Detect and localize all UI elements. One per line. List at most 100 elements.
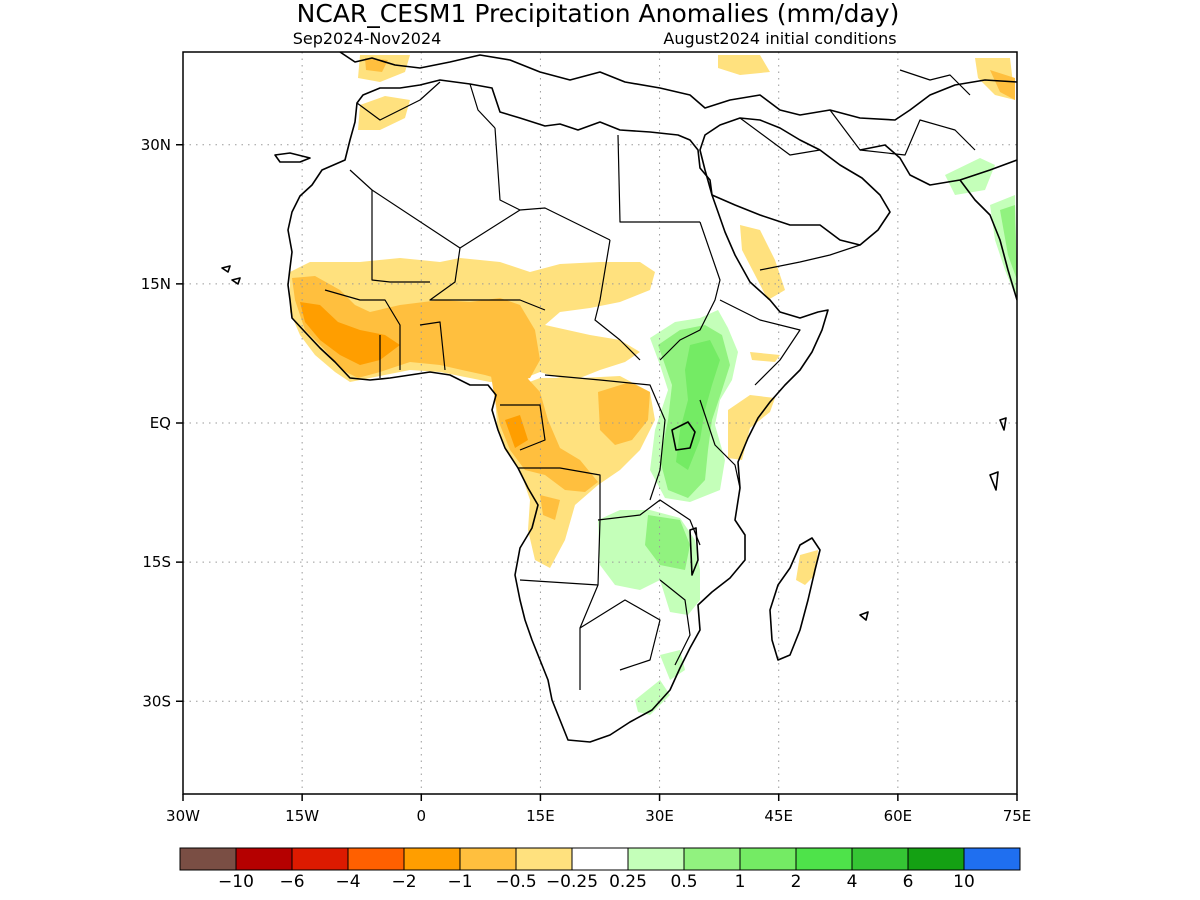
longitude-tick-label: 30W [166,807,200,825]
colorbar-swatch [347,847,405,871]
colorbar-label: −10 [218,872,254,892]
colorbar-swatch [851,847,909,871]
longitude-axis: 30W 15W 0 15E 30E 45E 60E 75E [166,794,1031,825]
colorbar-label: 4 [847,872,858,892]
island-mascarene [859,611,869,621]
border-chad [594,239,641,361]
colorbar-label: 10 [953,872,975,892]
sri-lanka-coastline [999,417,1007,431]
initial-conditions: August2024 initial conditions [663,29,896,48]
lake-victoria [671,421,696,451]
border-tunisia-libya [469,83,496,129]
latitude-tick-label: 15S [142,553,171,571]
border-west-africa-1 [324,289,401,370]
wet-strong-region-great-lakes [676,340,720,470]
colorbar-label: 1 [735,872,746,892]
border-niger-nigeria [429,247,546,311]
longitude-tick-label: 45E [764,807,793,825]
island-atlantic-2 [231,277,241,285]
wet-strong-shading [676,340,720,470]
latitude-tick-label: EQ [150,414,171,432]
dry-moderate-region-congo-east [598,382,650,445]
colorbar-label: −4 [335,872,360,892]
colorbar-label: −0.25 [546,872,598,892]
wet-light-region-south [635,680,670,715]
dry-moderate-region-angola [540,495,560,520]
border-iran [829,109,976,156]
persian-gulf-coastline [859,144,1017,186]
border-caspian [899,69,971,96]
border-congo [544,374,666,501]
colorbar-swatch [627,847,685,871]
colorbar-swatch [179,847,237,871]
border-libya-egypt [494,127,521,211]
dry-light-region-nafrica [358,96,410,130]
colorbar-swatch [571,847,629,871]
figure-title: NCAR_CESM1 Precipitation Anomalies (mm/d… [297,0,900,28]
border-zambia [597,499,701,546]
dry-moderate-region-iran [990,70,1015,100]
colorbar-swatch [963,847,1021,871]
coastlines [221,52,1017,743]
colorbar-swatch [291,847,349,871]
india-coastline [959,179,1017,301]
border-angola-drc [518,467,601,586]
longitude-tick-label: 15W [285,807,319,825]
wet-moderate-region-zambia [645,515,690,570]
colorbar-label: 2 [791,872,802,892]
colorbar-swatch [683,847,741,871]
longitude-tick-label: 30E [645,807,674,825]
africa-coastline [287,79,829,743]
dry-light-region-nafrica2 [718,55,770,75]
colorbar-label: −0.5 [495,872,536,892]
border-morocco [356,81,441,121]
border-gabon-cameroon [500,404,546,451]
border-botswana [579,599,661,671]
colorbar-swatch [515,847,573,871]
border-mozambique [659,579,691,666]
border-ethiopia-somalia [719,299,801,386]
map-gridlines [183,52,1017,794]
arabia-coastline [699,117,891,246]
colorbar-swatch [739,847,797,871]
colorbar-label: 0.25 [609,872,647,892]
longitude-tick-label: 60E [884,807,913,825]
latitude-tick-label: 15N [141,275,171,293]
forecast-period: Sep2024-Nov2024 [293,29,442,48]
border-sahara-west [349,169,430,283]
longitude-tick-label: 15E [526,807,555,825]
latitude-tick-label: 30S [142,692,171,710]
colorbar-swatch [403,847,461,871]
map-panel [183,52,1017,794]
dry-light-region-horn [750,352,780,362]
dry-strong-region-guinea-coast [300,302,400,365]
border-sudan-ethiopia [659,221,721,361]
colorbar-legend: −10 −6 −4 −2 −1 −0.5 −0.25 0.25 0.5 1 2 4 6 10 [179,847,1021,892]
europe-coastline [339,52,1017,121]
colorbar-swatch [795,847,853,871]
longitude-tick-label: 0 [417,807,427,825]
border-saudi-iraq [739,117,821,156]
colorbar-label: 0.5 [670,872,697,892]
colorbar-label: −6 [279,872,304,892]
border-tanzania-kenya [699,399,741,489]
dry-light-region-redsea [740,225,785,300]
colorbar-swatch [235,847,293,871]
border-west-africa-2 [419,321,446,371]
island-canaries [274,152,311,163]
country-borders [324,69,976,690]
border-egypt-sudan [617,134,700,223]
latitude-tick-label: 30N [141,136,171,154]
wet-moderate-region-india [1000,205,1017,280]
latitude-axis: 30N 15N EQ 15S 30S [141,136,183,710]
colorbar-label: −1 [447,872,472,892]
border-namibia [519,579,599,690]
madagascar-coastline [769,537,821,661]
longitude-tick-label: 75E [1003,807,1032,825]
island-atlantic-1 [221,265,231,273]
colorbar-swatch [907,847,965,871]
colorbar-label: −2 [391,872,416,892]
border-arabia-yemen [759,244,861,271]
colorbar-label: 6 [903,872,914,892]
